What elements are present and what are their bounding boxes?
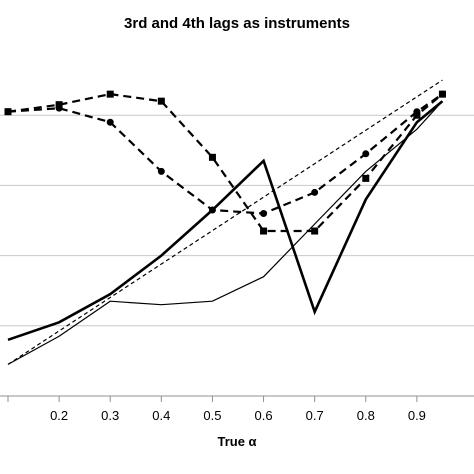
series-line-4 [7, 92, 444, 233]
circle-marker [311, 188, 319, 196]
x-tick-label: 0.7 [306, 408, 324, 423]
circle-marker [438, 90, 446, 98]
axes [0, 395, 474, 402]
square-marker [106, 90, 114, 98]
x-tick-labels: 0.2 0.3 0.4 0.5 0.6 0.7 0.8 0.9 [50, 408, 426, 423]
square-marker [362, 174, 370, 182]
circle-marker [362, 150, 370, 158]
series-line-2 [7, 100, 443, 365]
series-line-5 [7, 93, 444, 215]
gridlines [0, 114, 474, 327]
chart-title: 3rd and 4th lags as instruments [124, 15, 350, 32]
circle-marker [106, 118, 114, 126]
circle-marker [208, 206, 216, 214]
series-line-1 [7, 100, 444, 342]
x-axis-label: True α [217, 434, 256, 449]
x-tick-label: 0.9 [408, 408, 426, 423]
circle-marker [157, 167, 165, 175]
square-marker [157, 97, 165, 105]
x-tick-label: 0.6 [255, 408, 273, 423]
circle-marker [55, 104, 63, 112]
circle-marker [4, 108, 12, 116]
x-tick-label: 0.3 [101, 408, 119, 423]
square-marker [311, 227, 319, 235]
x-tick-label: 0.2 [50, 408, 68, 423]
circle-marker [413, 108, 421, 116]
x-tick-label: 0.8 [357, 408, 375, 423]
series-group [4, 79, 446, 365]
x-tick-label: 0.5 [203, 408, 221, 423]
x-tick-label: 0.4 [152, 408, 170, 423]
square-marker [208, 153, 216, 161]
square-marker [413, 111, 421, 119]
circle-marker [260, 209, 268, 217]
series-line-3 [7, 79, 443, 365]
square-marker [55, 101, 63, 109]
square-marker [260, 227, 268, 235]
